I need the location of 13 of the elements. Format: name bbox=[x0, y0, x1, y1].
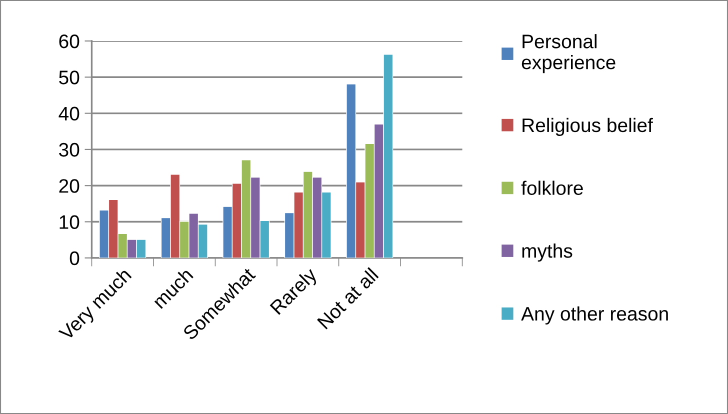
y-tick-label: 30 bbox=[59, 142, 80, 157]
y-tick-label: 50 bbox=[59, 70, 80, 84]
y-tick-label: 0 bbox=[70, 251, 80, 266]
y-tick-label: 20 bbox=[59, 179, 80, 193]
y-tick-label: 10 bbox=[60, 215, 80, 230]
y-tick-label: 60 bbox=[59, 34, 80, 48]
legend-label: Religious belief bbox=[522, 118, 653, 136]
legend-label: Any other reason bbox=[521, 306, 668, 325]
y-tick-label: 40 bbox=[58, 106, 80, 121]
legend-label: folklore bbox=[521, 180, 583, 195]
legend-label: myths bbox=[522, 244, 572, 262]
legend-label: Personal experience bbox=[522, 34, 616, 74]
x-tick-label: Not at all bbox=[316, 267, 379, 330]
